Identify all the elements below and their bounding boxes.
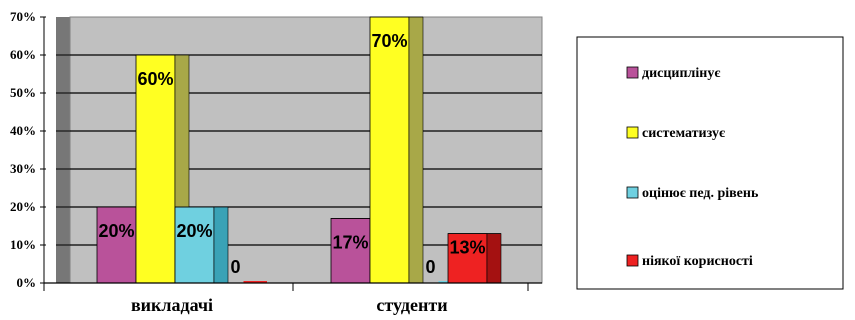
bar-side-3-1 (486, 233, 502, 284)
y-tick-label: 20% (10, 199, 36, 214)
bar-2-0 (174, 206, 215, 284)
data-label-1-0: 60% (137, 69, 173, 89)
legend-label-1: систематизує (642, 126, 725, 141)
bar-1-1 (369, 16, 410, 284)
data-label-2-1: 0 (425, 257, 435, 277)
bar-1-0 (135, 54, 176, 284)
data-label-0-1: 17% (332, 232, 368, 252)
bar-3-1 (447, 233, 488, 284)
legend-label-0: дисциплінує (642, 66, 720, 81)
data-label-3-1: 13% (449, 238, 485, 258)
x-category-label: викладачі (131, 295, 213, 315)
y-tick-label: 30% (10, 161, 36, 176)
data-label-2-0: 20% (176, 221, 212, 241)
y-tick-label: 50% (10, 85, 36, 100)
legend-box (576, 36, 844, 290)
bar-side-2-0 (213, 206, 229, 284)
x-category-label: студенти (376, 295, 447, 315)
legend-swatch-2 (626, 186, 639, 199)
y-tick-label: 70% (10, 9, 36, 24)
data-label-1-1: 70% (371, 31, 407, 51)
y-tick-label: 40% (10, 123, 36, 138)
data-label-0-0: 20% (98, 221, 134, 241)
data-label-3-0: 0 (230, 257, 240, 277)
legend-label-3: ніякої корисності (642, 254, 753, 269)
bar-0-1 (330, 217, 371, 284)
bar-side-1-1 (408, 16, 424, 284)
y-tick-label: 10% (10, 237, 36, 252)
bars (96, 16, 502, 284)
chart-side-wall (56, 17, 70, 283)
y-tick-label: 0% (17, 275, 37, 290)
y-tick-label: 60% (10, 47, 36, 62)
data-labels: 20% 60% 20% 0 17% 70% 0 13% (98, 31, 485, 277)
legend: дисциплінує систематизує оцінює пед. рів… (576, 36, 844, 290)
legend-label-2: оцінює пед. рівень (642, 186, 759, 201)
x-axis: викладачі студенти (43, 282, 542, 315)
legend-swatch-3 (626, 254, 639, 267)
legend-swatch-1 (626, 126, 639, 139)
legend-swatch-0 (626, 66, 639, 79)
y-axis: 0% 10% 20% 30% 40% 50% 60% 70% (10, 9, 46, 290)
bar-0-0 (96, 206, 137, 284)
